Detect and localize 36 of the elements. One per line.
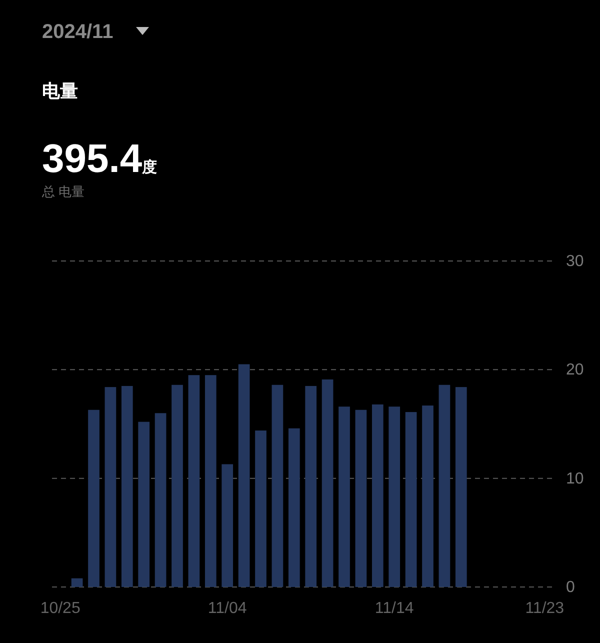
- y-tick-label: 20: [566, 361, 584, 378]
- bar: [372, 404, 384, 587]
- bar: [405, 412, 417, 587]
- bar: [305, 386, 317, 587]
- y-tick-label: 0: [566, 578, 575, 596]
- bar: [222, 464, 234, 587]
- bar: [88, 410, 100, 587]
- bar: [388, 406, 400, 587]
- bar: [121, 386, 133, 587]
- bar: [422, 406, 434, 587]
- chart-title: 电量: [42, 81, 78, 101]
- bar: [272, 384, 284, 587]
- bar: [104, 387, 116, 587]
- bar: [455, 387, 467, 587]
- bar: [138, 422, 150, 587]
- bar: [338, 406, 350, 587]
- bar: [438, 384, 450, 587]
- bar: [172, 384, 183, 587]
- bar: [238, 364, 250, 587]
- text: 395.4度: [42, 137, 158, 181]
- bar: [355, 410, 367, 587]
- x-tick-label: 10/25: [40, 600, 80, 617]
- bar: [255, 430, 266, 587]
- y-tick-label: 10: [566, 470, 584, 487]
- x-tick-label: 11/23: [525, 600, 564, 617]
- bar: [154, 413, 166, 587]
- bar: [188, 375, 200, 587]
- y-tick-label: 30: [566, 252, 584, 270]
- bar: [288, 428, 300, 587]
- bar: [71, 578, 83, 587]
- bar: [204, 375, 216, 587]
- x-tick-label: 11/04: [208, 600, 247, 617]
- text: 总 电量: [41, 184, 85, 199]
- text: 2024/11: [42, 21, 114, 43]
- x-tick-label: 11/14: [374, 600, 414, 617]
- bar: [322, 379, 334, 587]
